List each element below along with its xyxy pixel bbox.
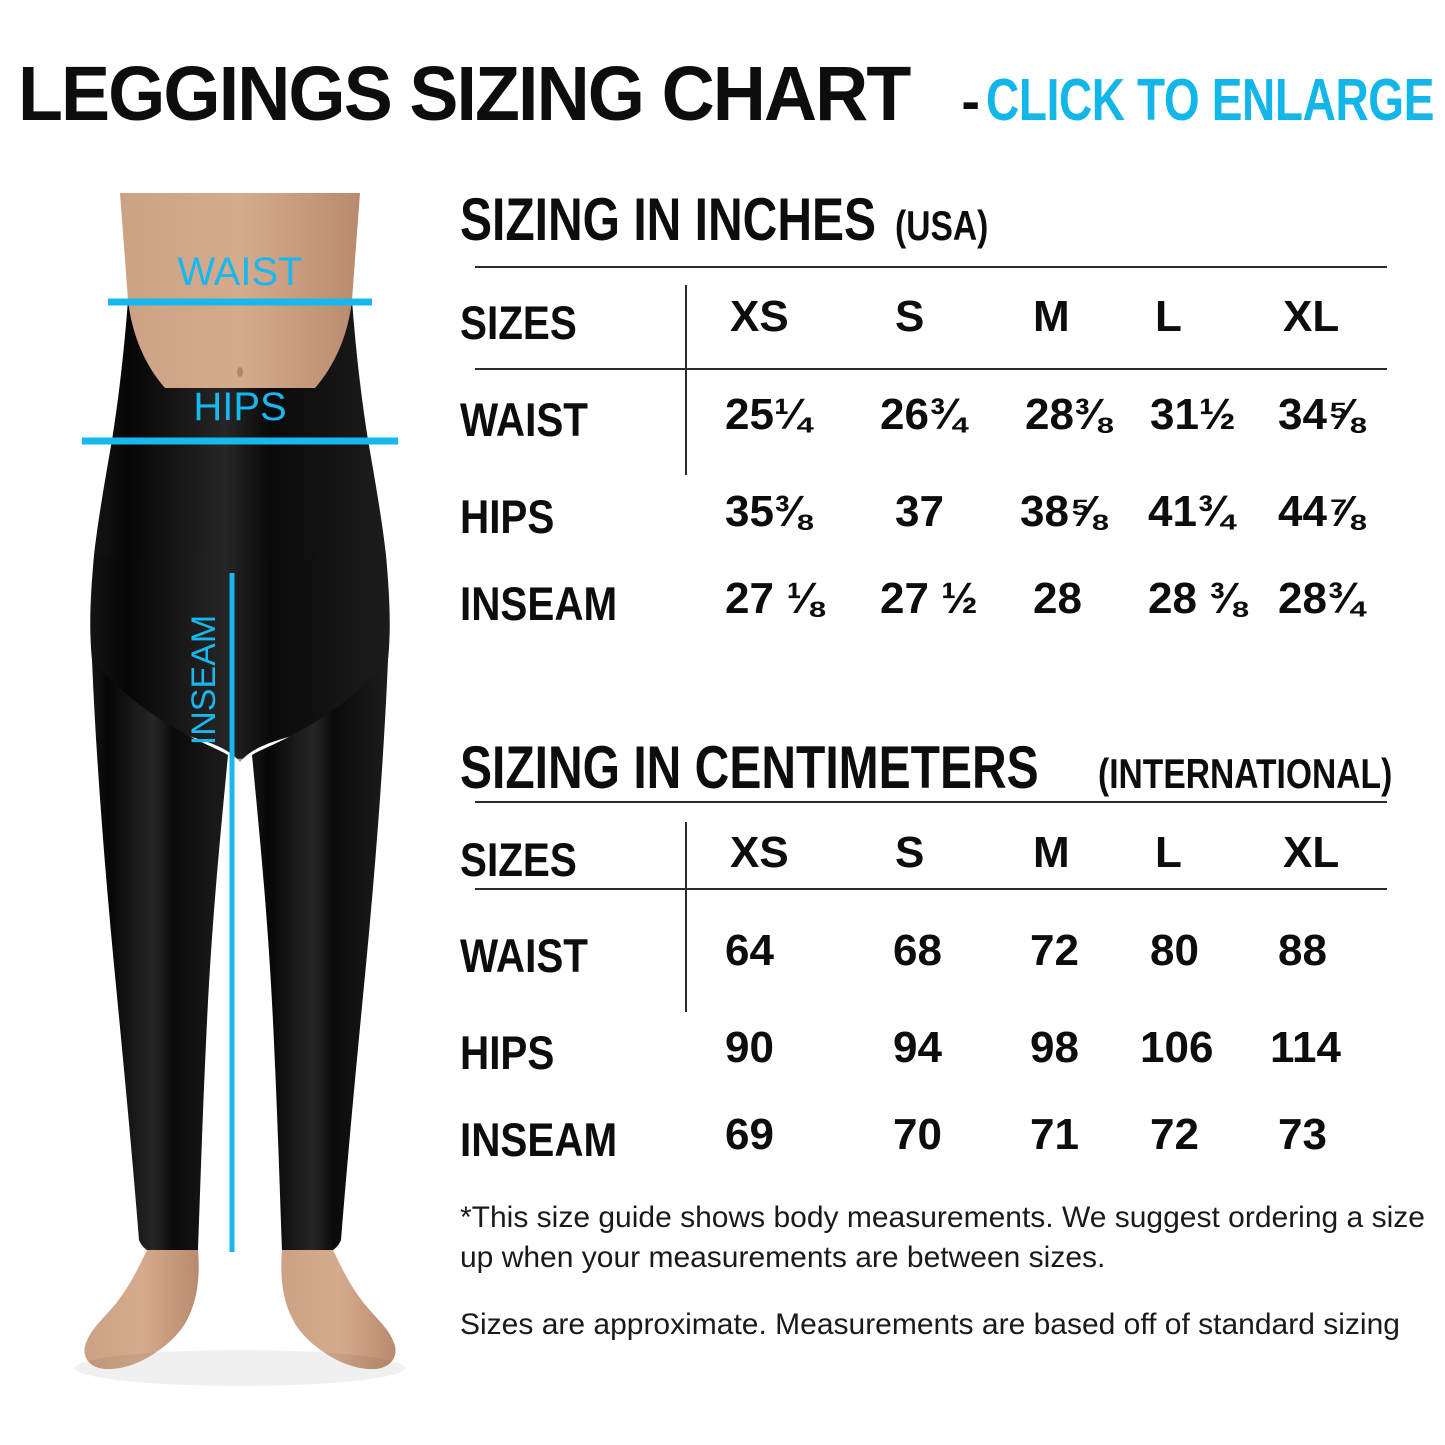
svg-text:INSEAM: INSEAM bbox=[185, 615, 223, 745]
svg-text:WAIST: WAIST bbox=[177, 250, 302, 294]
svg-text:HIPS: HIPS bbox=[193, 385, 286, 429]
